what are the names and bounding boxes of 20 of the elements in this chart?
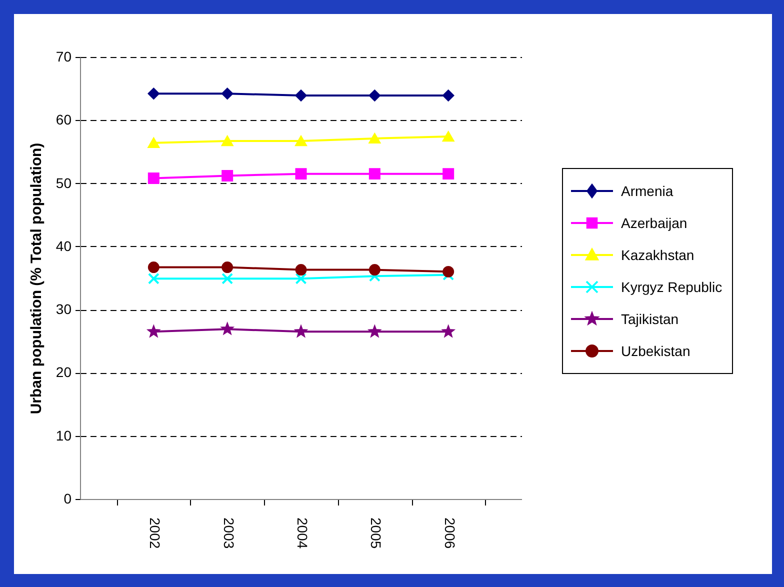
- y-tick-label: 60: [56, 112, 72, 128]
- y-tick-label: 20: [56, 364, 72, 380]
- y-axis-title: Urban population (% Total population): [28, 142, 45, 414]
- legend-label: Uzbekistan: [621, 343, 690, 359]
- x-tick-label: 2004: [294, 518, 310, 549]
- x-tick-label: 2003: [220, 518, 237, 549]
- legend-label: Azerbaijan: [621, 215, 688, 231]
- legend-label: Armenia: [621, 183, 674, 199]
- legend-label: Tajikistan: [621, 311, 679, 327]
- x-tick-label: 2005: [368, 518, 384, 549]
- y-tick-label: 10: [56, 427, 72, 444]
- legend-label: Kyrgyz Republic: [621, 279, 722, 295]
- legend-label: Kazakhstan: [621, 247, 694, 263]
- y-tick-label: 0: [64, 490, 72, 506]
- x-tick-label: 2006: [442, 518, 458, 549]
- y-tick-label: 70: [56, 48, 72, 64]
- y-tick-label: 50: [56, 174, 72, 191]
- x-tick-label: 2002: [147, 518, 164, 549]
- y-tick-label: 30: [56, 301, 72, 318]
- y-tick-label: 40: [56, 238, 72, 254]
